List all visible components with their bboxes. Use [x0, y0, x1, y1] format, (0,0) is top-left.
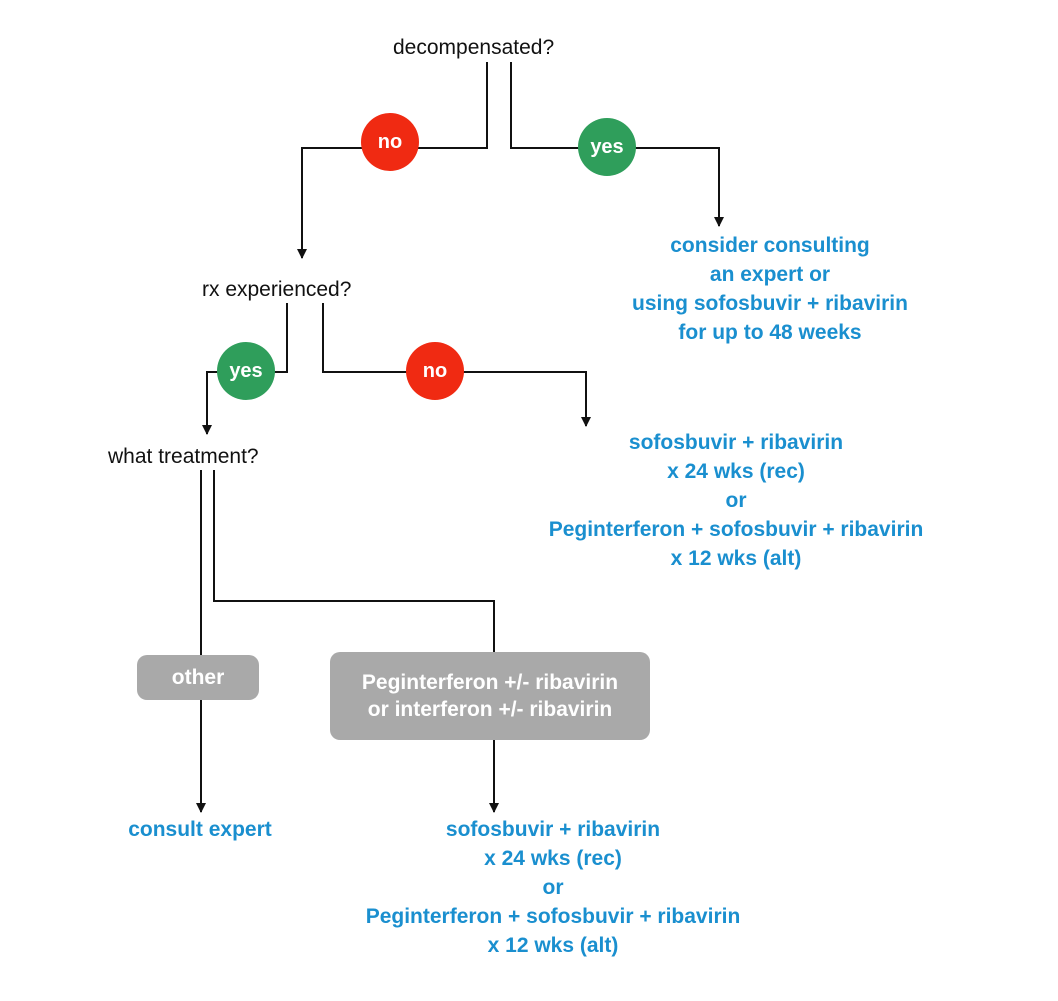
outcome-decompensated-yes: consider consulting an expert or using s… — [560, 231, 980, 347]
decision-rx-yes: yes — [217, 342, 275, 400]
question-decompensated: decompensated? — [393, 36, 555, 59]
question-what-treatment: what treatment? — [108, 445, 259, 468]
question-rx-experienced: rx experienced? — [202, 278, 352, 301]
outcome-line: x 12 wks (alt) — [487, 934, 619, 957]
option-other-label: other — [171, 666, 225, 689]
decision-decompensated-no: no — [361, 113, 419, 171]
outcome-line: Peginterferon + sofosbuvir + ribavirin — [548, 518, 924, 541]
outcome-line: sofosbuvir + ribavirin — [445, 818, 661, 841]
outcome-line: for up to 48 weeks — [678, 321, 862, 344]
outcome-other: consult expert — [90, 815, 310, 844]
outcome-line: using sofosbuvir + ribavirin — [632, 292, 908, 315]
option-peginterferon-line: or interferon +/- ribavirin — [367, 698, 613, 721]
outcome-line: an expert or — [709, 263, 831, 286]
outcome-line: or — [725, 489, 747, 512]
outcome-rx-naive: sofosbuvir + ribavirin x 24 wks (rec) or… — [496, 428, 976, 573]
option-peginterferon: Peginterferon +/- ribavirin or interfero… — [330, 652, 650, 740]
outcome-line: consider consulting — [670, 234, 870, 257]
option-peginterferon-line: Peginterferon +/- ribavirin — [361, 671, 619, 694]
outcome-line: sofosbuvir + ribavirin — [628, 431, 844, 454]
decision-rx-no: no — [406, 342, 464, 400]
outcome-line: x 24 wks (rec) — [667, 460, 805, 483]
connector-to-peginterferon — [213, 470, 495, 652]
outcome-line: or — [542, 876, 564, 899]
outcome-line: Peginterferon + sofosbuvir + ribavirin — [365, 905, 741, 928]
outcome-line: x 12 wks (alt) — [670, 547, 802, 570]
outcome-line: x 24 wks (rec) — [484, 847, 622, 870]
option-other: other — [137, 655, 259, 700]
outcome-line: consult expert — [128, 818, 272, 841]
decision-decompensated-yes: yes — [578, 118, 636, 176]
outcome-peginterferon: sofosbuvir + ribavirin x 24 wks (rec) or… — [313, 815, 793, 960]
